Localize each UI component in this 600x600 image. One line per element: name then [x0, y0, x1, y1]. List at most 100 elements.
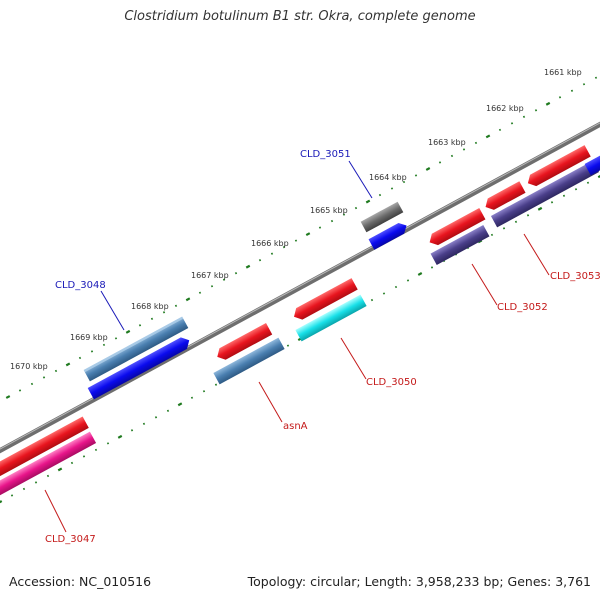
accession-label: Accession: NC_010516: [9, 574, 152, 589]
upper-tick-mark: [545, 101, 551, 106]
upper-tick-mark: [402, 180, 406, 184]
cds-CLD_3048[interactable]: [87, 335, 193, 400]
lower-tick-mark: [166, 409, 170, 412]
lower-tick-mark: [417, 272, 423, 276]
genome-summary: Topology: circular; Length: 3,958,233 bp…: [247, 574, 591, 589]
lower-tick-mark: [82, 455, 86, 458]
label-CLD_3051[interactable]: CLD_3051: [300, 149, 351, 160]
lower-tick-mark: [34, 481, 38, 484]
upper-tick-mark: [198, 291, 202, 294]
upper-tick-mark: [42, 376, 46, 379]
cds-asnA[interactable]: [213, 337, 285, 385]
label-CLD_3052[interactable]: CLD_3052: [497, 302, 548, 313]
kbp-label-1666: 1666 kbp: [251, 239, 289, 248]
lower-tick-mark: [0, 500, 3, 504]
lower-tick-mark: [394, 285, 398, 289]
upper-tick-mark: [582, 83, 586, 86]
upper-tick-mark: [234, 272, 238, 275]
callout-line-CLD_3050: [340, 337, 367, 380]
lower-tick-mark: [370, 298, 374, 302]
cds-CLD_3053[interactable]: [490, 151, 600, 228]
lower-tick-track: [0, 174, 600, 504]
gene-CLD_3047[interactable]: [0, 416, 89, 478]
upper-tick-mark: [534, 109, 538, 112]
upper-tick-mark: [558, 96, 562, 99]
upper-tick-mark: [174, 304, 178, 307]
gene-asnA[interactable]: [214, 323, 273, 363]
lower-tick-mark: [406, 279, 410, 282]
lower-tick-mark: [550, 201, 554, 204]
upper-tick-mark: [114, 337, 118, 340]
gene-CLD_3050[interactable]: [291, 278, 358, 322]
lower-tick-mark: [106, 442, 110, 445]
upper-tick-mark: [102, 343, 106, 347]
label-CLD_3050[interactable]: CLD_3050: [366, 377, 417, 388]
cds-CLD_3052[interactable]: [430, 224, 490, 266]
lower-tick-mark: [130, 429, 134, 432]
gene-CLD_3048[interactable]: [83, 316, 189, 382]
upper-tick-mark: [65, 362, 71, 367]
lower-tick-mark: [514, 220, 518, 224]
upper-tick-mark: [5, 395, 11, 399]
upper-tick-mark: [438, 161, 442, 164]
kbp-label-1670: 1670 kbp: [10, 362, 48, 371]
lower-tick-mark: [562, 194, 566, 197]
kbp-label-1662: 1662 kbp: [486, 104, 524, 113]
upper-tick-mark: [245, 264, 251, 269]
upper-tick-mark: [462, 148, 466, 151]
cds-CLD_3050[interactable]: [295, 294, 367, 342]
upper-tick-mark: [342, 213, 346, 216]
upper-tick-mark: [425, 167, 431, 171]
callout-line-CLD_3052: [471, 263, 498, 306]
kbp-label-1668: 1668 kbp: [131, 302, 169, 311]
genome-backbone: [0, 121, 600, 454]
cds-CLD_3047[interactable]: [0, 431, 97, 499]
lower-tick-mark: [22, 487, 26, 491]
upper-tick-mark: [162, 311, 166, 314]
lower-tick-mark: [537, 206, 543, 211]
upper-tick-mark: [305, 232, 311, 237]
upper-tick-mark: [30, 382, 34, 386]
lower-tick-mark: [154, 416, 158, 419]
lower-tick-mark: [574, 188, 578, 191]
upper-tick-mark: [270, 252, 274, 255]
upper-tick-mark: [474, 141, 478, 145]
lower-tick-mark: [597, 174, 600, 179]
upper-tick-mark: [294, 239, 298, 242]
upper-tick-mark: [138, 324, 142, 327]
label-asnA[interactable]: asnA: [283, 421, 308, 432]
gene-CLD_3051[interactable]: [360, 201, 404, 233]
label-CLD_3048[interactable]: CLD_3048: [55, 280, 106, 291]
cds-CLD_3051[interactable]: [368, 220, 410, 250]
lower-tick-mark: [94, 448, 98, 452]
upper-tick-mark: [78, 356, 82, 360]
callout-line-CLD_3048: [100, 290, 125, 331]
kbp-label-1664: 1664 kbp: [369, 173, 407, 182]
upper-tick-mark: [125, 329, 131, 334]
upper-tick-mark: [354, 206, 358, 210]
upper-tick-mark: [282, 245, 286, 249]
lower-tick-mark: [70, 461, 74, 465]
lower-tick-mark: [382, 292, 386, 295]
lower-tick-mark: [490, 233, 494, 237]
gene-CLD_3052[interactable]: [427, 207, 486, 248]
upper-tick-mark: [594, 76, 598, 79]
upper-tick-mark: [330, 219, 334, 223]
map-title: Clostridium botulinum B1 str. Okra, comp…: [124, 9, 476, 24]
upper-tick-mark: [365, 199, 371, 204]
lower-tick-mark: [190, 396, 194, 399]
upper-tick-mark: [414, 174, 418, 177]
lower-tick-mark: [586, 181, 590, 184]
gene-CLD_3053[interactable]: [482, 145, 591, 213]
label-CLD_3053[interactable]: CLD_3053: [550, 271, 600, 282]
lower-tick-mark: [10, 494, 14, 497]
callout-line-asnA: [258, 381, 283, 423]
upper-tick-mark: [318, 226, 322, 229]
upper-tick-mark: [485, 134, 491, 139]
kbp-label-1667: 1667 kbp: [191, 271, 229, 280]
lower-tick-mark: [202, 390, 206, 393]
lower-tick-mark: [46, 474, 50, 478]
lower-tick-mark: [142, 422, 146, 425]
label-CLD_3047[interactable]: CLD_3047: [45, 534, 96, 545]
